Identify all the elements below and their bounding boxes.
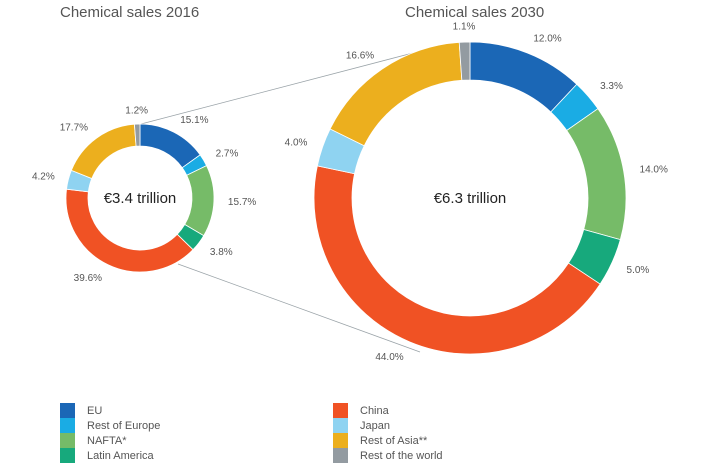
legend-swatch xyxy=(333,418,348,433)
chart-title-2030: Chemical sales 2030 xyxy=(405,4,545,21)
donut-2030-center-label: €6.3 trillion xyxy=(434,190,507,207)
connector-line-bottom xyxy=(177,263,421,353)
legend-label: China xyxy=(360,404,389,417)
legend-label: NAFTA* xyxy=(87,434,127,447)
chart-title-2016: Chemical sales 2016 xyxy=(60,4,200,21)
donut-2030-label-rest-of-europe: 3.3% xyxy=(600,81,623,92)
donut-2016-label-china: 39.6% xyxy=(74,273,102,284)
legend-item-japan: Japan xyxy=(333,418,390,433)
legend-label: EU xyxy=(87,404,103,417)
legend-swatch xyxy=(333,448,348,463)
donut-2016-label-rest-of-europe: 2.7% xyxy=(216,148,239,159)
donut-2030-slice-nafta xyxy=(566,108,627,241)
donut-2030-slice-rest-of-the-world xyxy=(458,41,471,81)
legend-label: Latin America xyxy=(87,449,154,462)
donut-2016-label-rest-of-the-world: 1.2% xyxy=(125,106,148,117)
legend-label: Japan xyxy=(360,419,390,432)
donut-2030-label-japan: 4.0% xyxy=(285,137,308,148)
donut-2016-slice-rest-of-the-world xyxy=(133,123,141,147)
donut-2016-slice-nafta xyxy=(184,165,215,237)
legend-item-nafta: NAFTA* xyxy=(60,433,127,448)
legend-swatch xyxy=(60,403,75,418)
donut-2030-label-latin-america: 5.0% xyxy=(627,265,650,276)
donut-2016-label-rest-of-asia: 17.7% xyxy=(60,122,88,133)
donut-2030-label-rest-of-the-world: 1.1% xyxy=(453,22,476,33)
legend-label: Rest of the world xyxy=(360,449,443,462)
legend-item-eu: EU xyxy=(60,403,102,418)
legend-item-china: China xyxy=(333,403,389,418)
legend-item-rest-of-the-world: Rest of the world xyxy=(333,448,443,463)
legend-label: Rest of Asia** xyxy=(360,434,428,447)
legend-label: Rest of Europe xyxy=(87,419,161,432)
donut-2016-label-latin-america: 3.8% xyxy=(210,247,233,258)
legend-swatch xyxy=(333,403,348,418)
donut-2016-label-japan: 4.2% xyxy=(32,172,55,183)
donut-2030-label-nafta: 14.0% xyxy=(640,164,668,175)
donut-2016-label-eu: 15.1% xyxy=(180,115,208,126)
legend-swatch xyxy=(333,433,348,448)
donut-2030-label-china: 44.0% xyxy=(375,352,403,363)
legend-swatch xyxy=(60,433,75,448)
donut-2030-label-rest-of-asia: 16.6% xyxy=(346,51,374,62)
donut-2016-label-nafta: 15.7% xyxy=(228,197,256,208)
donut-2030-slice-china xyxy=(313,165,601,355)
legend-item-rest-of-europe: Rest of Europe xyxy=(60,418,160,433)
donut-2016-center-label: €3.4 trillion xyxy=(104,190,177,207)
donut-2030-label-eu: 12.0% xyxy=(533,34,561,45)
legend-item-latin-america: Latin America xyxy=(60,448,154,463)
connector-line-top xyxy=(140,47,433,125)
legend-swatch xyxy=(60,448,75,463)
legend-item-rest-of-asia: Rest of Asia** xyxy=(333,433,427,448)
legend-swatch xyxy=(60,418,75,433)
